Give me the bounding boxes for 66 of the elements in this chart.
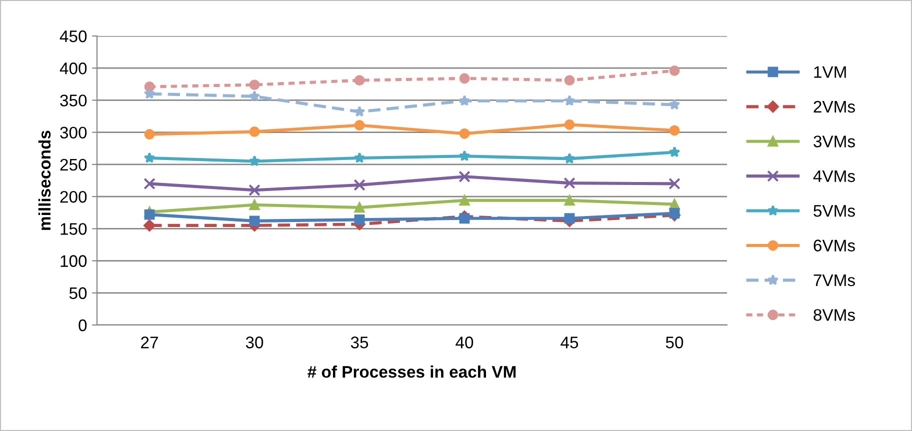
point	[668, 146, 680, 158]
point	[144, 220, 156, 232]
y-axis-title: milliseconds	[38, 130, 51, 230]
y-tick-label: 150	[60, 223, 87, 235]
point	[669, 65, 680, 76]
point	[354, 202, 365, 213]
point	[354, 214, 365, 225]
y-tick-label: 100	[60, 255, 87, 267]
y-tick-label: 300	[60, 126, 87, 139]
point	[248, 184, 260, 196]
point	[248, 90, 260, 102]
point	[459, 73, 470, 84]
legend-label: 1VM	[814, 66, 846, 78]
point	[459, 128, 470, 139]
point	[144, 209, 155, 220]
point	[564, 195, 575, 206]
legend-label: 7VMs	[814, 274, 855, 286]
y-tick-label: 400	[60, 62, 87, 74]
x-axis-title: # of Processes in each VM	[308, 366, 516, 378]
point	[354, 75, 365, 86]
x-tick-label: 50	[666, 336, 684, 348]
x-tick-label: 45	[560, 336, 578, 348]
y-tick-label: 350	[60, 94, 87, 106]
point	[564, 213, 575, 224]
point	[459, 213, 470, 224]
point	[249, 200, 260, 210]
point	[564, 75, 575, 86]
point	[354, 179, 366, 191]
y-tick-label: 50	[69, 287, 87, 300]
point	[144, 88, 156, 99]
y-tick-label: 0	[78, 319, 87, 332]
point	[459, 195, 470, 206]
x-tick-label: 40	[456, 336, 474, 348]
point	[144, 178, 156, 190]
legend-label: 8VMs	[814, 309, 855, 321]
point	[458, 150, 470, 162]
point	[249, 80, 260, 90]
point	[564, 177, 576, 189]
point	[458, 94, 470, 106]
legend-label: 2VMs	[814, 100, 855, 113]
point	[668, 178, 680, 190]
point	[458, 170, 470, 183]
point	[144, 152, 156, 163]
point	[354, 120, 365, 130]
point	[669, 125, 680, 136]
x-tick-label: 27	[141, 336, 158, 348]
point	[144, 129, 155, 140]
point	[564, 94, 576, 106]
y-tick-label: 250	[60, 158, 87, 171]
point	[564, 119, 575, 130]
point	[669, 208, 680, 218]
x-tick-label: 35	[350, 336, 368, 348]
point	[564, 152, 576, 164]
point	[354, 106, 366, 117]
legend-label: 6VMs	[814, 240, 855, 252]
x-tick-label: 30	[246, 336, 264, 348]
y-tick-label: 450	[60, 30, 87, 42]
point	[248, 155, 260, 166]
point	[249, 126, 260, 137]
legend-label: 5VMs	[814, 205, 855, 217]
point	[249, 216, 260, 226]
point	[354, 152, 366, 163]
legend-label: 3VMs	[814, 136, 855, 148]
point	[668, 98, 680, 110]
legend-label: 4VMs	[813, 170, 855, 182]
y-tick-label: 200	[60, 190, 87, 203]
